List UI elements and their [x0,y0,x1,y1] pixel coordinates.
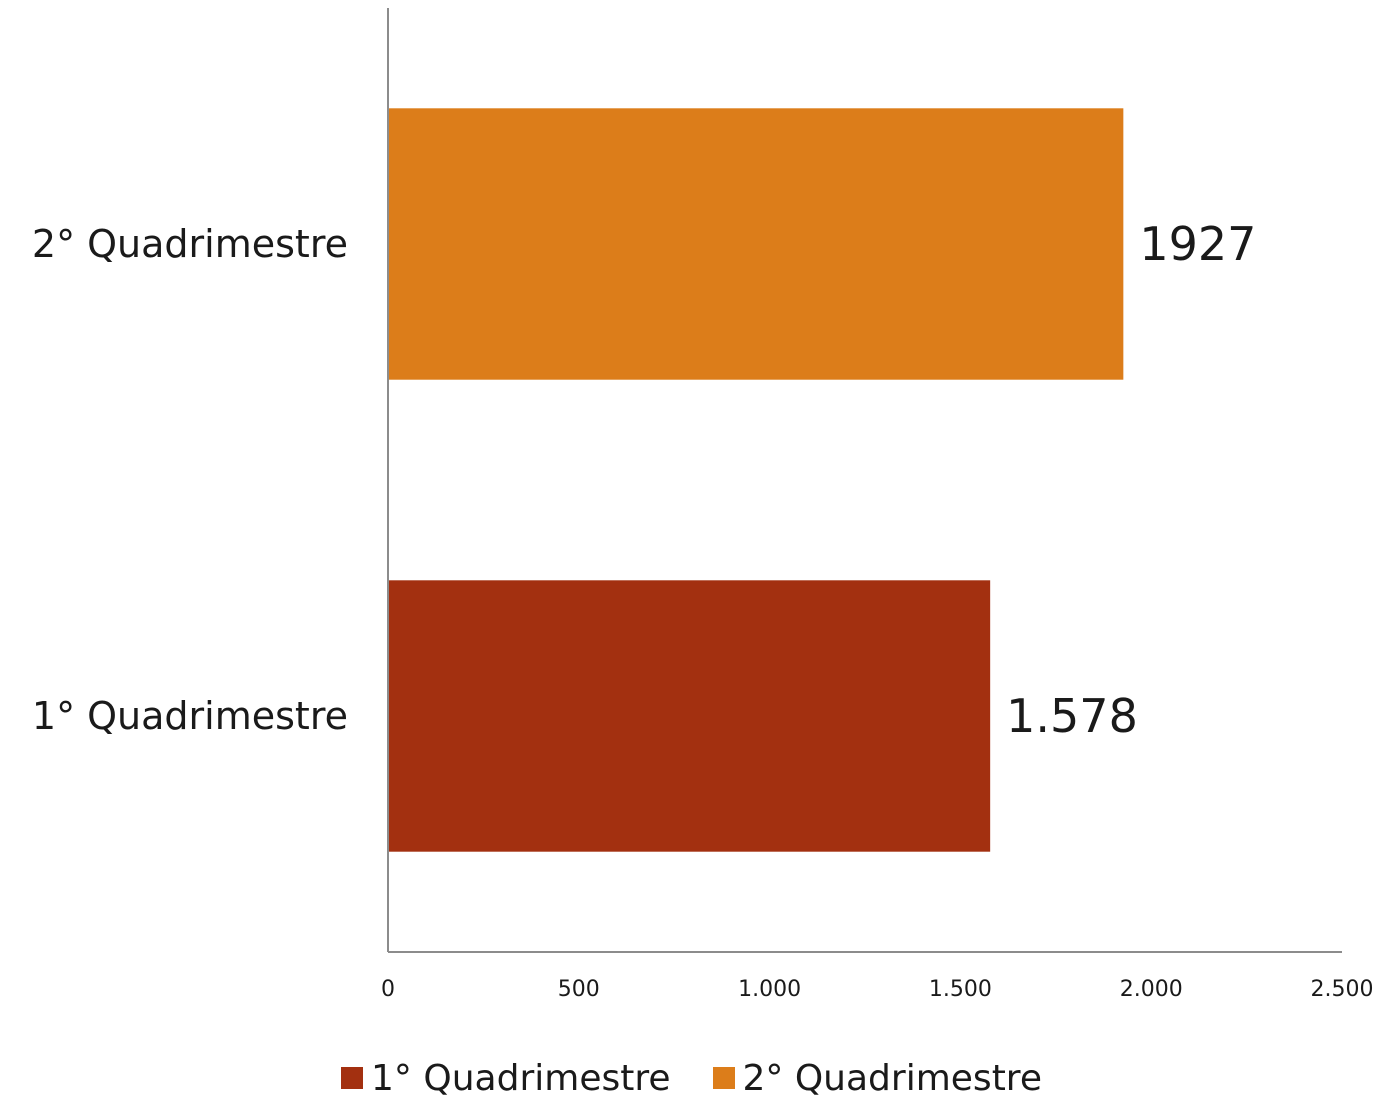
bar-1-quadrimestre [389,580,991,852]
legend-item-1-quadrimestre[interactable]: 1° Quadrimestre [341,1057,671,1099]
legend-item-2-quadrimestre[interactable]: 2° Quadrimestre [712,1057,1042,1099]
category-labels: 2° Quadrimestre 1° Quadrimestre [32,222,348,738]
x-tick-label: 1.500 [929,977,992,1002]
data-label-1-quadrimestre: 1.578 [1006,689,1138,743]
legend-label-2-quadrimestre: 2° Quadrimestre [742,1057,1042,1099]
axes [387,8,1342,953]
legend-swatch-1-quadrimestre [341,1067,364,1089]
x-tick-label: 1.000 [738,977,801,1002]
x-tick-label: 2.000 [1120,977,1183,1002]
legend: 1° Quadrimestre 2° Quadrimestre [0,1053,1383,1103]
x-tick-label: 500 [558,977,600,1002]
legend-label-1-quadrimestre: 1° Quadrimestre [371,1057,671,1099]
legend-swatch-2-quadrimestre [712,1067,735,1089]
data-labels: 1927 1.578 [1006,217,1256,743]
bar-2-quadrimestre [389,108,1124,380]
x-tick-label: 2.500 [1311,977,1374,1002]
bars-group [389,108,1124,852]
category-label-2-quadrimestre: 2° Quadrimestre [32,222,348,266]
data-label-2-quadrimestre: 1927 [1139,217,1256,271]
category-label-1-quadrimestre: 1° Quadrimestre [32,694,348,738]
x-tick-labels: 0 500 1.000 1.500 2.000 2.500 [381,977,1373,1002]
x-tick-label: 0 [381,977,395,1002]
